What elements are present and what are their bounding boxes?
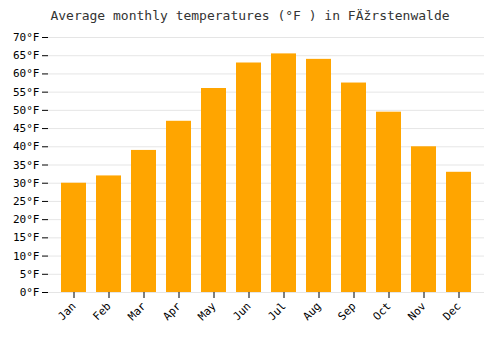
- svg-text:Apr: Apr: [160, 299, 184, 323]
- svg-text:70°F: 70°F: [13, 31, 40, 44]
- svg-text:Oct: Oct: [370, 300, 393, 323]
- svg-text:Feb: Feb: [90, 300, 113, 323]
- svg-text:35°F: 35°F: [13, 159, 40, 172]
- html-text:Average monthly temperatures (: Average monthly temperatures (°F ) in FÄ…: [50, 8, 450, 23]
- svg-text:Dec: Dec: [440, 300, 463, 323]
- svg-text:Jan: Jan: [55, 300, 78, 323]
- svg-text:Aug: Aug: [300, 300, 323, 323]
- svg-text:Jul: Jul: [265, 300, 288, 323]
- svg-text:45°F: 45°F: [13, 122, 40, 135]
- svg-text:Jun: Jun: [230, 300, 253, 323]
- svg-text:65°F: 65°F: [13, 49, 40, 62]
- svg-text:60°F: 60°F: [13, 67, 40, 80]
- svg-text:30°F: 30°F: [13, 177, 40, 190]
- svg-text:50°F: 50°F: [13, 104, 40, 117]
- svg-text:15°F: 15°F: [13, 231, 40, 244]
- svg-text:25°F: 25°F: [13, 195, 40, 208]
- svg-text:Mar: Mar: [125, 299, 149, 323]
- svg-text:Nov: Nov: [405, 299, 429, 323]
- svg-text:0°F: 0°F: [20, 286, 40, 299]
- svg-text:55°F: 55°F: [13, 86, 40, 99]
- svg-text:10°F: 10°F: [13, 250, 40, 263]
- svg-text:40°F: 40°F: [13, 140, 40, 153]
- svg-text:May: May: [195, 299, 219, 323]
- svg-text:Sep: Sep: [335, 300, 358, 323]
- svg-text:20°F: 20°F: [13, 213, 40, 226]
- svg-text:5°F: 5°F: [20, 268, 40, 281]
